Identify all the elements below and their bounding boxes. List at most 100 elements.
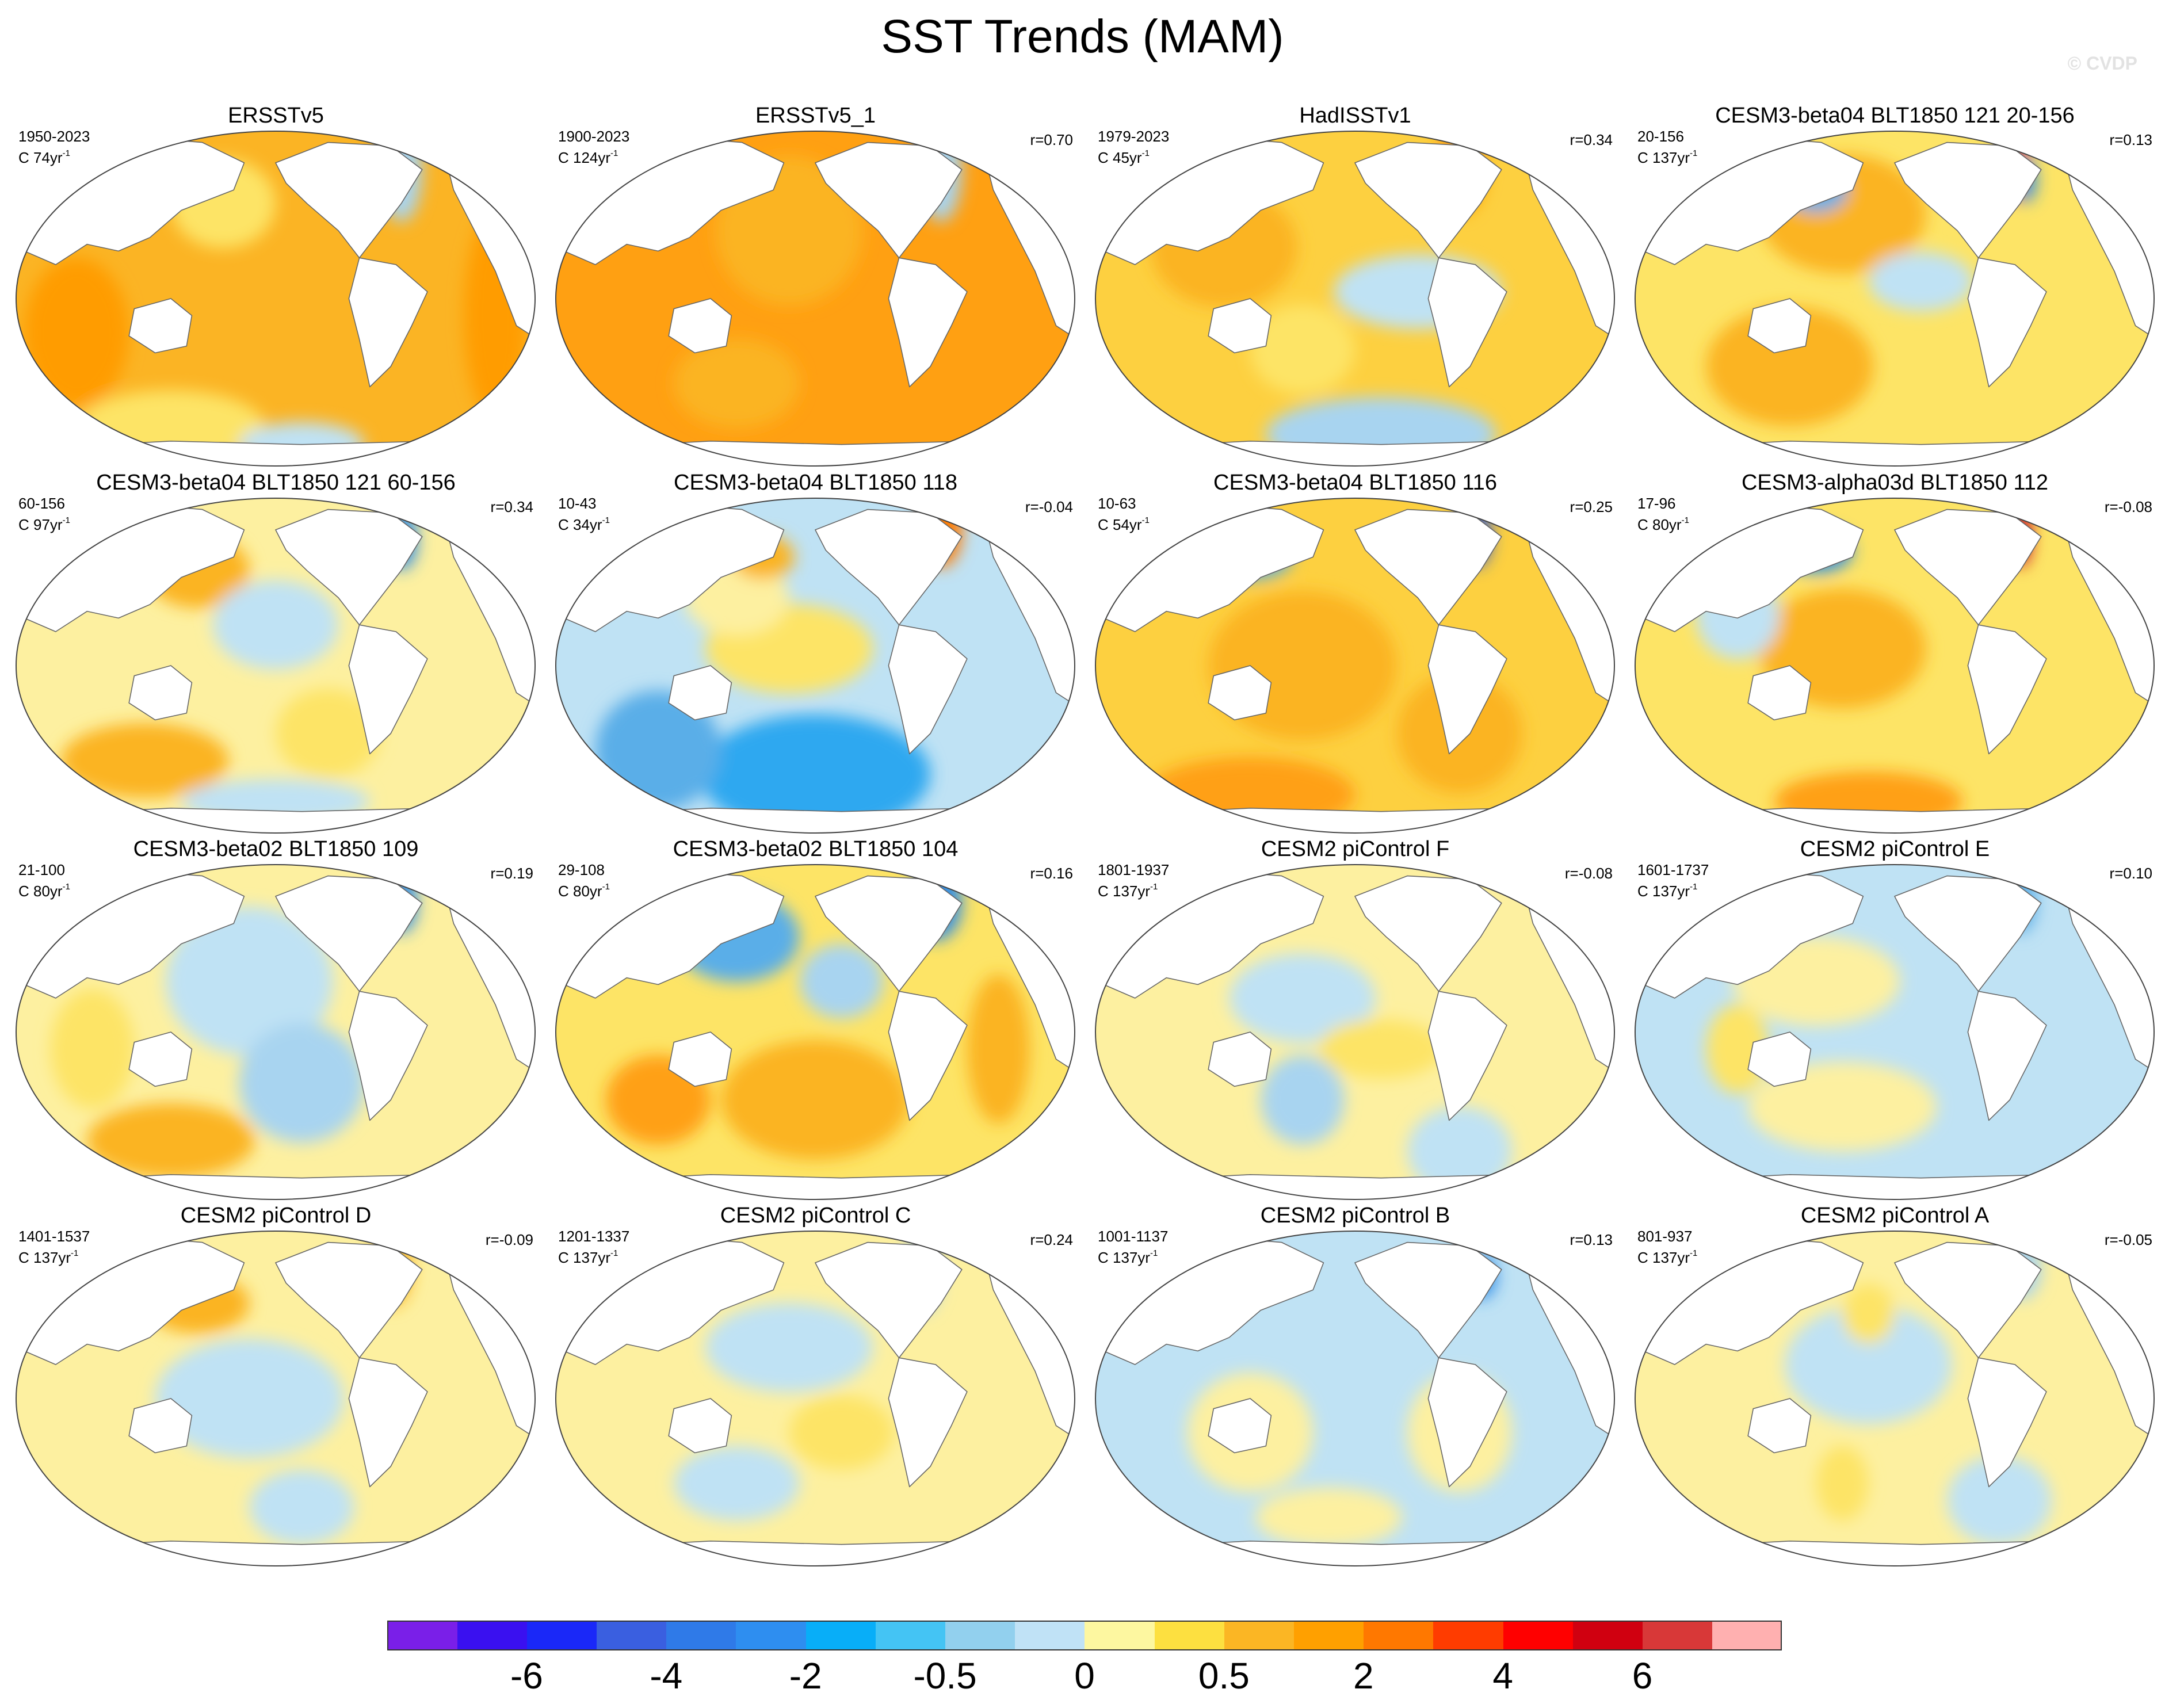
panel-trend-unit-exponent: -1 <box>610 1248 618 1258</box>
trend-anomaly-region <box>1947 1455 2052 1545</box>
panel-pattern-correlation: r=0.24 <box>1030 1231 1073 1248</box>
trend-anomaly-region <box>1784 1305 1953 1424</box>
map-panel: ERSSTv5 1950-2023 C 74yr-1 <box>7 102 545 468</box>
trend-anomaly-region <box>50 989 135 1109</box>
panel-year-range: 10-63 <box>1098 495 1136 512</box>
panel-trend-unit-exponent: -1 <box>62 148 70 158</box>
trend-anomaly-region <box>674 338 800 429</box>
colorbar-swatch <box>1085 1621 1155 1650</box>
panel-title: CESM2 piControl F <box>1261 837 1450 861</box>
panel-year-range: 801-937 <box>1637 1228 1693 1245</box>
trend-anomaly-region <box>700 714 931 833</box>
panel-pattern-correlation: r=0.16 <box>1030 865 1073 882</box>
south-america-land <box>888 1357 968 1488</box>
australia-land <box>128 1398 193 1454</box>
colorbar-swatch <box>1224 1621 1295 1650</box>
antarctica-land <box>39 1174 512 1199</box>
south-america-land <box>1967 624 2047 755</box>
antarctica-land <box>1118 1174 1591 1199</box>
north-america-land <box>1354 142 1502 258</box>
map-panel: HadISSTv1 1979-2023 C 45yr-1 r=0.34 <box>1086 102 1624 468</box>
panel-pattern-correlation: r=0.34 <box>490 498 533 515</box>
colorbar-swatch <box>736 1621 806 1650</box>
trend-anomaly-region <box>799 943 884 1019</box>
trend-anomaly-region <box>165 906 334 1056</box>
panel-trend-constant-text: C 124yr <box>558 149 611 166</box>
panel-trend-unit-exponent: -1 <box>1690 882 1698 892</box>
colorbar-swatch <box>1572 1621 1643 1650</box>
north-america-land <box>1894 142 2042 258</box>
panel-year-range: 1601-1737 <box>1637 861 1709 878</box>
panel-pattern-correlation: r=0.10 <box>2109 865 2152 882</box>
trend-anomaly-region <box>1318 1019 1444 1079</box>
panel-trend-constant: C 45yr-1 <box>1098 145 1150 166</box>
north-america-land <box>1894 509 2042 625</box>
panel-trend-constant-text: C 97yr <box>18 516 63 533</box>
map-panel: CESM2 piControl E 1601-1737 C 137yr-1 r=0.1… <box>1626 836 2164 1201</box>
trend-anomaly-region <box>1407 1106 1512 1196</box>
north-america-land <box>1894 1241 2042 1358</box>
antarctica-land <box>1658 807 2131 833</box>
south-america-land <box>348 257 428 388</box>
colorbar-swatch <box>1293 1621 1364 1650</box>
map-panel: CESM3-beta02 BLT1850 104 29-108 C 80yr-1 r=… <box>547 836 1085 1201</box>
trend-anomaly-region <box>1250 304 1355 395</box>
panel-trend-constant-text: C 80yr <box>1637 516 1682 533</box>
sst-trend-map <box>16 864 536 1200</box>
panel-year-range: 1801-1937 <box>1098 861 1170 878</box>
panel-trend-unit-exponent: -1 <box>602 882 610 892</box>
sst-trend-map <box>16 498 536 834</box>
panel-trend-constant: C 137yr-1 <box>1637 1245 1697 1266</box>
panel-pattern-correlation: r=-0.08 <box>1564 865 1613 882</box>
panel-trend-constant-text: C 54yr <box>1098 516 1142 533</box>
map-panel: CESM2 piControl C 1201-1337 C 137yr-1 r=0.2… <box>547 1202 1085 1568</box>
colorbar-tick-label: -2 <box>789 1655 822 1696</box>
colorbar-swatch <box>596 1621 667 1650</box>
map-panel: CESM3-beta04 BLT1850 121 20-156 20-156 C 1… <box>1626 102 2164 468</box>
panel-title: CESM3-beta02 BLT1850 104 <box>673 837 959 861</box>
map-projection-border <box>1095 1231 1615 1566</box>
panel-pattern-correlation: r=0.25 <box>1570 498 1613 515</box>
north-america-land <box>1354 875 1502 992</box>
panel-pattern-correlation: r=0.70 <box>1030 131 1073 148</box>
south-america-land <box>1427 1357 1507 1488</box>
south-america-land <box>888 991 968 1121</box>
trend-anomaly-region <box>1748 1061 1937 1152</box>
panel-title: ERSSTv5 <box>228 104 324 128</box>
map-panel: CESM3-beta04 BLT1850 118 10-43 C 34yr-1 r=-… <box>547 469 1085 835</box>
antarctica-land <box>579 1540 1052 1566</box>
panel-title: CESM3-beta02 BLT1850 109 <box>133 837 419 861</box>
trend-anomaly-region <box>1261 1055 1345 1145</box>
panel-trend-unit-exponent: -1 <box>1681 515 1689 525</box>
panel-trend-constant: C 97yr-1 <box>18 512 70 533</box>
panel-trend-unit-exponent: -1 <box>602 515 610 525</box>
sst-trend-map <box>1635 498 2155 834</box>
panel-trend-unit-exponent: -1 <box>62 882 70 892</box>
map-projection-border <box>555 131 1075 467</box>
panel-trend-constant: C 137yr-1 <box>558 1245 618 1266</box>
north-america-land <box>815 509 963 625</box>
panel-pattern-correlation: r=0.13 <box>1570 1231 1613 1248</box>
panel-trend-constant: C 80yr-1 <box>558 878 610 900</box>
trend-anomaly-region <box>155 1339 344 1458</box>
colorbar-swatch <box>387 1621 457 1650</box>
panel-title: CESM3-beta04 BLT1850 121 60-156 <box>96 471 456 495</box>
north-america-land <box>1894 875 2042 992</box>
panel-year-range: 1401-1537 <box>18 1228 90 1245</box>
panel-trend-constant: C 34yr-1 <box>558 512 610 533</box>
trend-anomaly-region <box>249 1469 354 1545</box>
north-america-land <box>1354 509 1502 625</box>
map-projection-border <box>1095 131 1615 467</box>
north-america-land <box>1354 1241 1502 1358</box>
trend-anomaly-region <box>60 723 229 798</box>
map-panel: ERSSTv5_1 1900-2023 C 124yr-1 r=0.70 <box>547 102 1085 468</box>
antarctica-land <box>1118 1540 1591 1566</box>
panel-trend-unit-exponent: -1 <box>1141 515 1150 525</box>
south-america-land <box>888 624 968 755</box>
map-panel: CESM3-beta02 BLT1850 109 21-100 C 80yr-1 r=… <box>7 836 545 1201</box>
panel-year-range: 10-43 <box>558 495 597 512</box>
panel-trend-constant: C 137yr-1 <box>1098 1245 1158 1266</box>
trend-anomaly-region <box>1229 953 1376 1043</box>
colorbar-swatch <box>457 1621 527 1650</box>
colorbar-tick-label: 0.5 <box>1198 1655 1250 1696</box>
